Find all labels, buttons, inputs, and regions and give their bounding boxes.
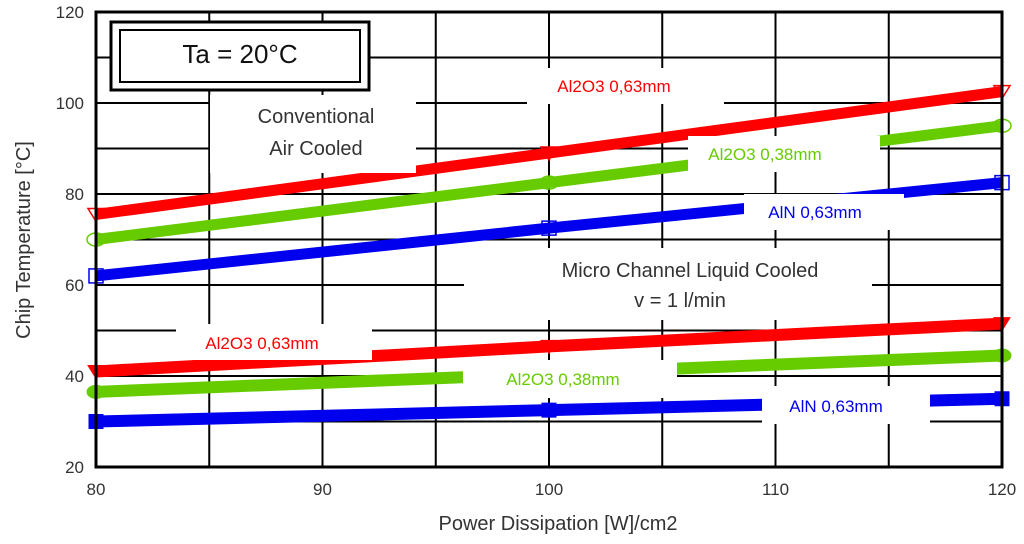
x-tick-label: 120 <box>988 480 1016 499</box>
y-tick-label: 120 <box>56 3 84 22</box>
condition-box-inner <box>119 29 361 83</box>
series-label-liq-aln-063: AlN 0,63mm <box>789 397 883 416</box>
plot-frame <box>94 10 1004 469</box>
y-tick-label: 80 <box>65 185 84 204</box>
label-box-air-aln-063 <box>744 194 904 230</box>
x-axis-label: Power Dissipation [W]/cm2 <box>439 513 678 535</box>
label-box-air-al2o3-038 <box>688 136 880 172</box>
ticks: 80 90 100 110 120 20 40 60 80 100 120 <box>56 3 1017 499</box>
series-label-air-aln-063: AlN 0,63mm <box>768 203 862 222</box>
condition-box-outer <box>109 20 371 92</box>
y-tick-label: 60 <box>65 276 84 295</box>
y-tick-label: 20 <box>65 458 84 477</box>
x-tick-label: 110 <box>762 480 789 499</box>
series-label-air-al2o3-063: Al2O3 0,63mm <box>557 77 670 96</box>
label-box-air-al2o3-063 <box>527 68 724 104</box>
series-label-liq-al2o3-063: Al2O3 0,63mm <box>205 334 318 353</box>
data-point <box>539 175 559 190</box>
series-line-0 <box>95 86 1003 220</box>
air-group-box <box>210 95 416 173</box>
label-box-liq-al2o3-063 <box>176 324 372 360</box>
condition-label: Ta = 20°C <box>182 39 297 69</box>
data-point <box>541 402 557 418</box>
y-tick-label: 100 <box>56 94 84 113</box>
liquid-group-box <box>464 248 872 320</box>
label-box-liq-al2o3-038 <box>463 360 677 398</box>
data-point <box>541 220 557 236</box>
series-label-liq-al2o3-038: Al2O3 0,38mm <box>506 370 619 389</box>
liquid-group-label-line1: Micro Channel Liquid Cooled <box>562 260 819 282</box>
series-label-air-al2o3-038: Al2O3 0,38mm <box>708 145 821 164</box>
air-group-label-line2: Air Cooled <box>269 138 362 160</box>
air-group-label-line1: Conventional <box>258 106 375 128</box>
x-tick-label: 80 <box>87 480 106 499</box>
y-tick-label: 40 <box>65 367 84 386</box>
liquid-group-label-line2: v = 1 l/min <box>634 290 726 312</box>
x-tick-label: 100 <box>535 480 563 499</box>
y-axis-label: Chip Temperature [°C] <box>13 141 35 339</box>
data-point <box>539 146 559 162</box>
label-box-liq-aln-063 <box>762 386 930 424</box>
data-point <box>540 339 558 355</box>
x-tick-label: 90 <box>313 480 332 499</box>
